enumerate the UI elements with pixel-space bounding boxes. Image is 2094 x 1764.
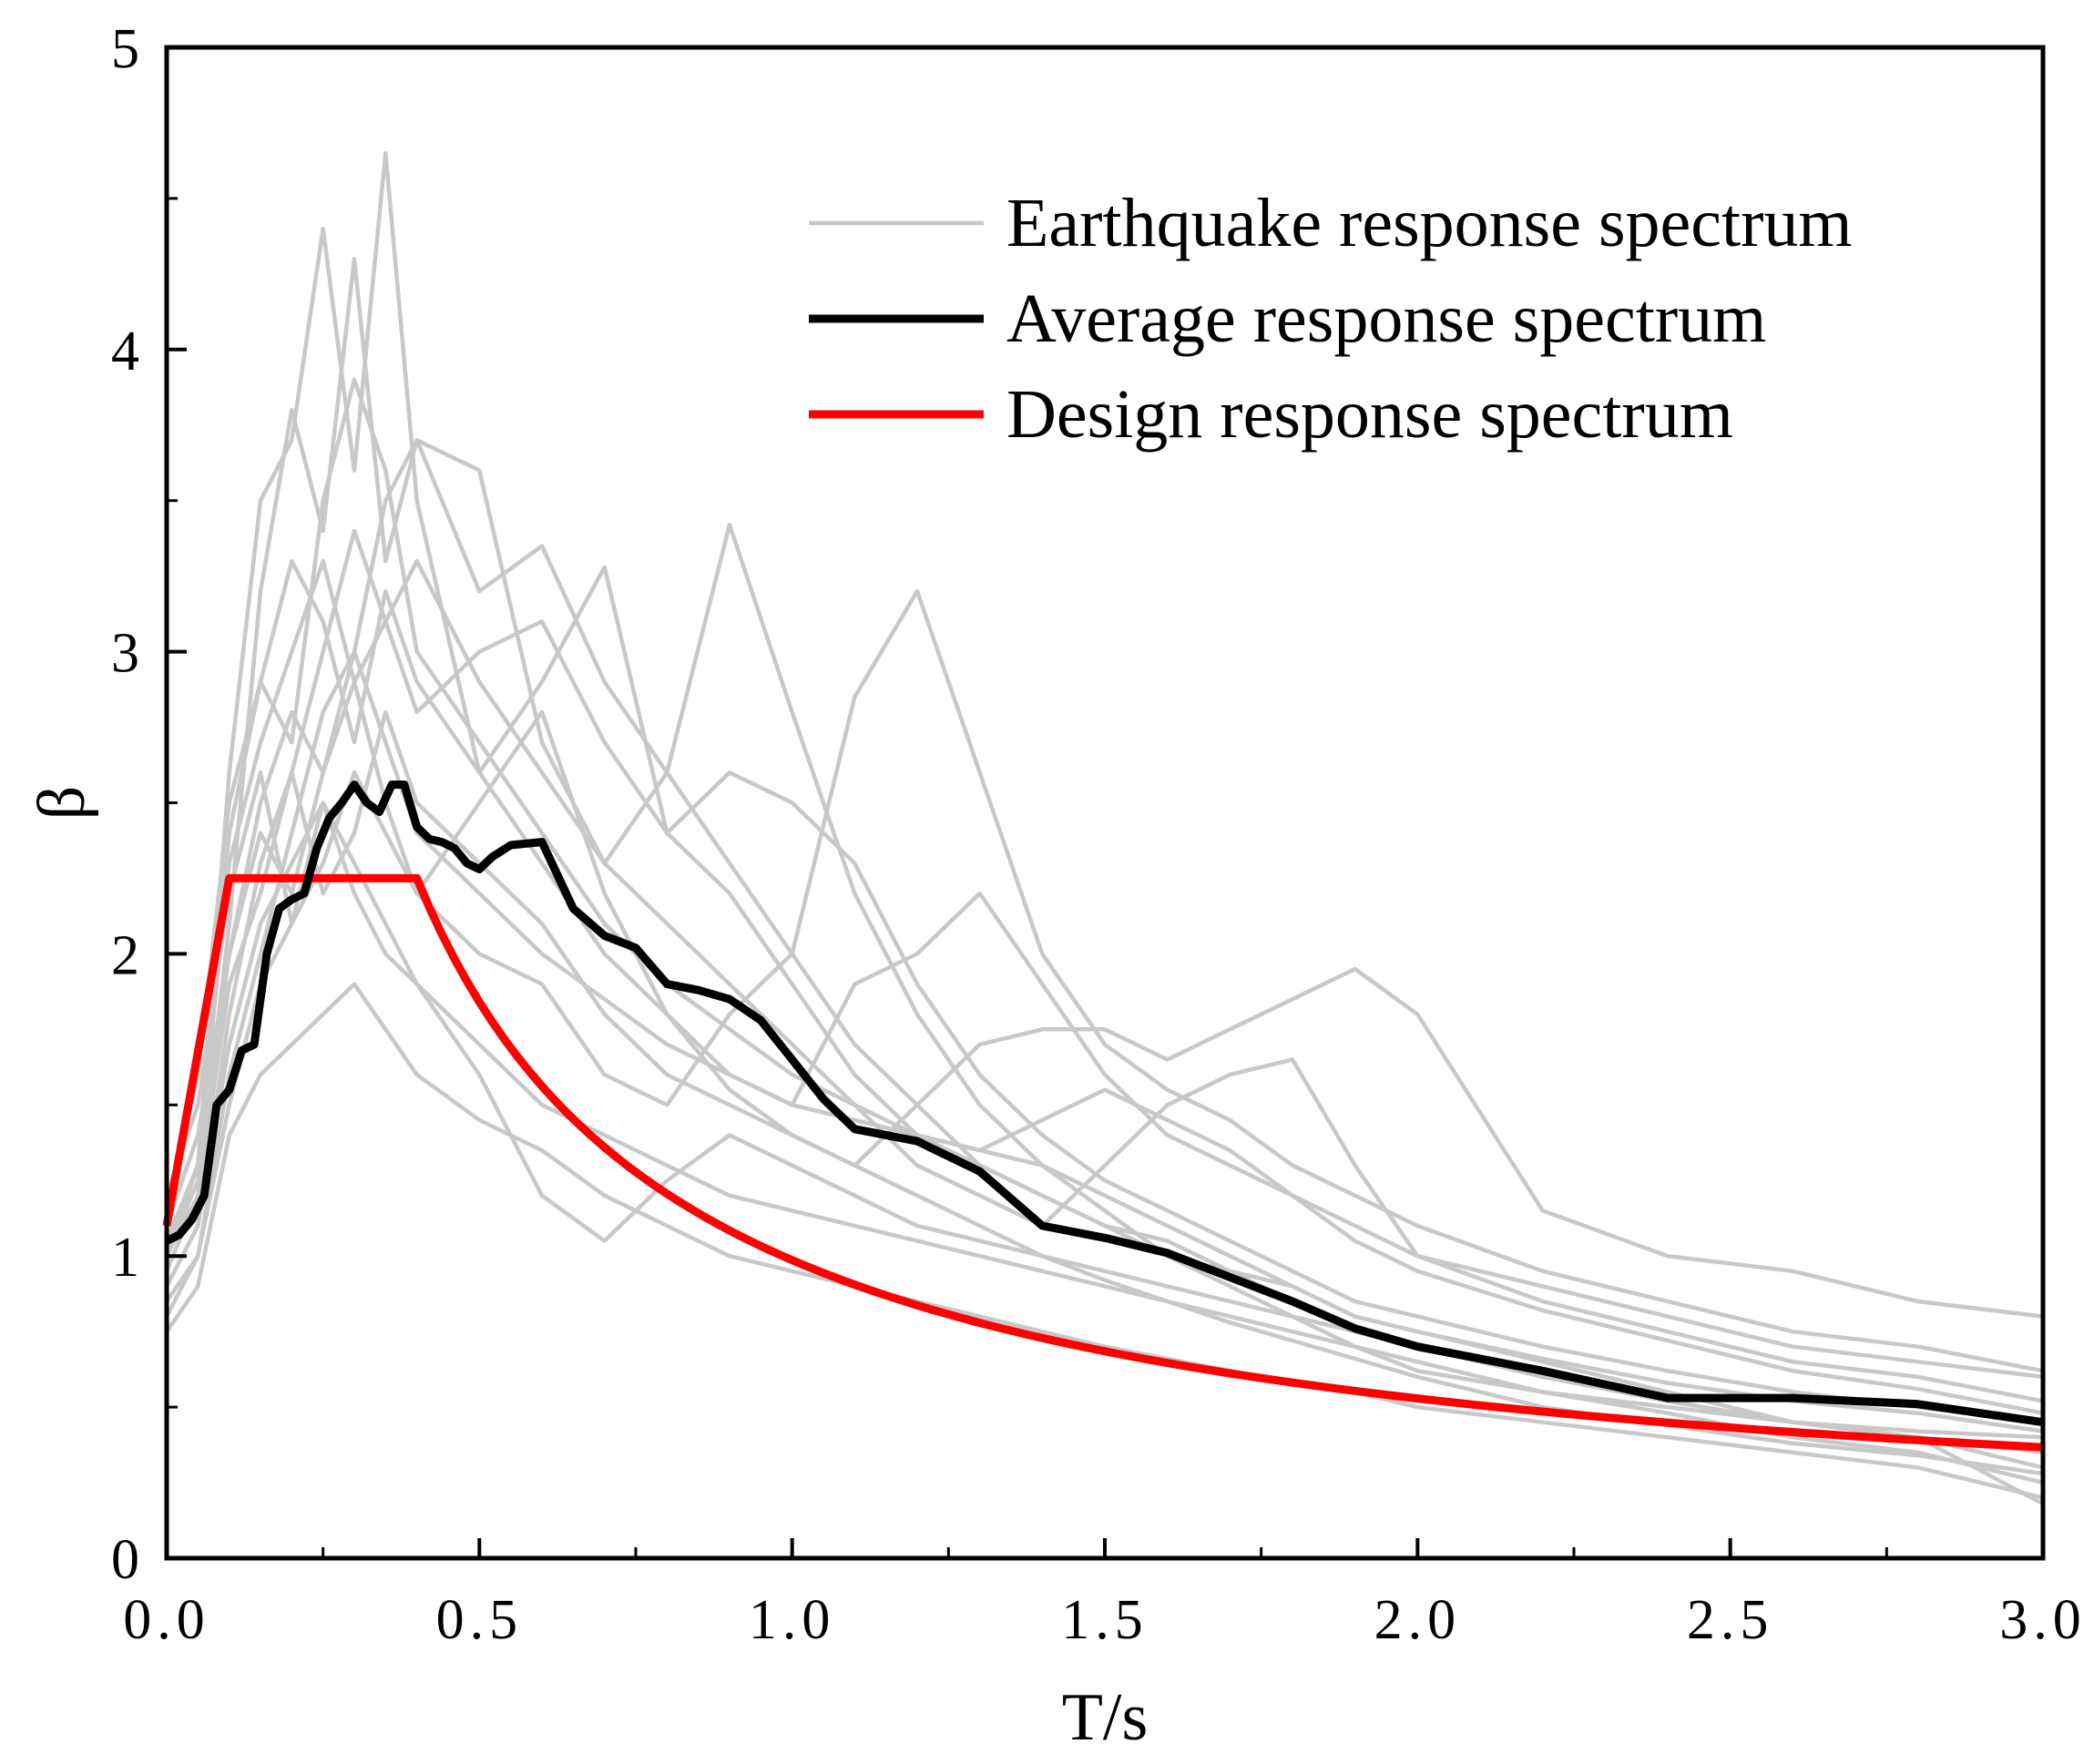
x-axis-title: T/s bbox=[1062, 1680, 1149, 1755]
earthquake-series-line-5 bbox=[164, 558, 2044, 1380]
x-tick-label: 2.5 bbox=[1687, 1589, 1774, 1651]
design-series-group bbox=[162, 873, 2044, 1452]
earthquake-series-line-7 bbox=[164, 770, 2044, 1440]
earthquake-series-line-10 bbox=[164, 377, 2044, 1433]
plot-frame bbox=[164, 45, 2046, 1561]
earthquake-series-line-13 bbox=[164, 649, 2044, 1415]
x-tick-label: 0.0 bbox=[123, 1589, 210, 1651]
x-tick-label: 0.5 bbox=[436, 1589, 524, 1651]
y-tick-label: 4 bbox=[111, 321, 139, 382]
legend: Earthquake response spectrum Average res… bbox=[809, 185, 1853, 453]
earthquake-series-line-3 bbox=[164, 588, 2044, 1373]
earthquake-series-line-14 bbox=[165, 709, 2044, 1476]
earthquake-series-group bbox=[164, 150, 2045, 1506]
design-spectrum-line bbox=[162, 873, 2044, 1452]
y-tick-label: 3 bbox=[111, 623, 139, 685]
x-tick-label: 1.5 bbox=[1061, 1589, 1149, 1651]
legend-label-earthquake: Earthquake response spectrum bbox=[1006, 185, 1853, 261]
average-series-group bbox=[165, 780, 2044, 1427]
x-tick-label: 3.0 bbox=[1999, 1589, 2087, 1651]
average-spectrum-line bbox=[165, 780, 2044, 1427]
earthquake-series-line-9 bbox=[165, 982, 2044, 1500]
x-axis-ticks: 0.0 0.5 1.0 1.5 2.0 2.5 3.0 bbox=[123, 1538, 2087, 1651]
y-tick-label: 5 bbox=[111, 18, 139, 80]
earthquake-series-line-8 bbox=[165, 528, 2044, 1424]
y-axis-ticks: 0 1 2 3 4 5 bbox=[111, 18, 187, 1591]
y-tick-label: 1 bbox=[111, 1227, 139, 1289]
y-axis-title: β bbox=[25, 786, 99, 821]
x-tick-label: 2.0 bbox=[1374, 1589, 1462, 1651]
x-tick-label: 1.0 bbox=[749, 1589, 836, 1651]
y-tick-label: 2 bbox=[111, 924, 139, 986]
legend-label-design: Design response spectrum bbox=[1006, 376, 1733, 453]
legend-label-average: Average response spectrum bbox=[1006, 280, 1766, 357]
earthquake-series-line-12 bbox=[164, 558, 2044, 1403]
y-tick-label: 0 bbox=[111, 1529, 139, 1591]
earthquake-series-line-6 bbox=[165, 438, 2044, 1485]
